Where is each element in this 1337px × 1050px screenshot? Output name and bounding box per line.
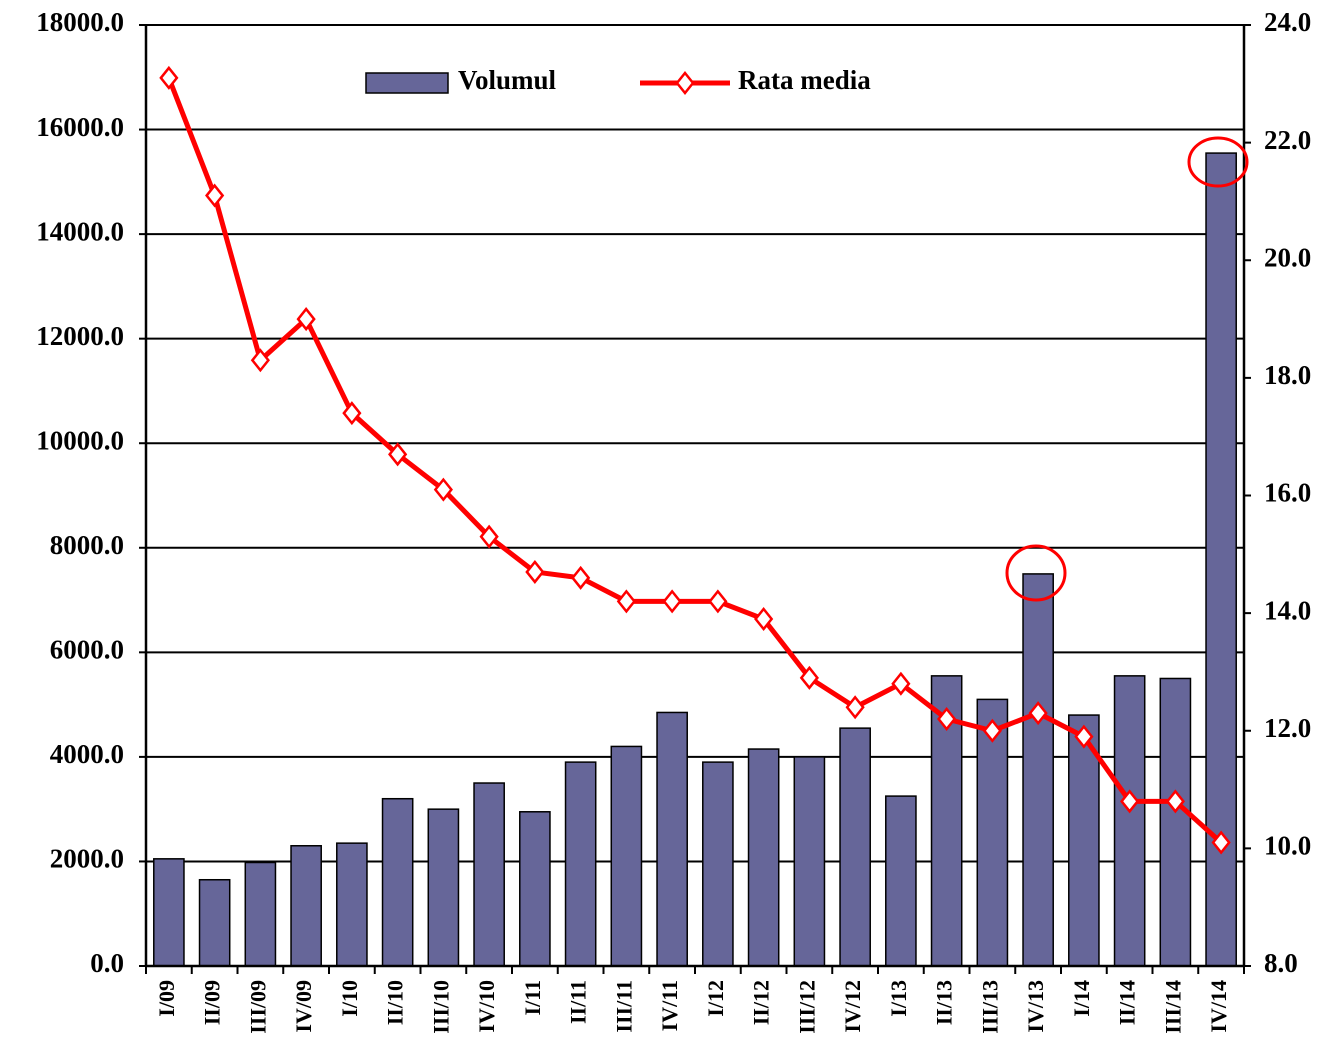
legend-swatch [365,72,449,94]
marker [662,589,682,614]
x-tick-label: III/09 [245,980,270,1034]
bar [610,745,643,967]
marker [296,307,316,332]
bar [885,795,917,967]
marker [205,183,225,208]
x-tick-label: II/09 [200,980,225,1025]
bar [1022,573,1054,967]
marker [845,695,865,720]
y-tick-label: 18000.0 [36,7,124,37]
bar [656,711,688,967]
x-tick-label: IV/11 [657,980,682,1031]
bar [519,811,551,967]
legend-marker [675,70,695,96]
marker [1211,830,1231,855]
marker [708,589,728,614]
x-tick-label: III/10 [428,980,453,1034]
marker [1165,789,1185,814]
x-tick-label: III/13 [977,980,1002,1034]
bar [747,748,780,967]
y-tick-label: 10000.0 [36,425,124,455]
marker [159,65,179,90]
x-tick-label: I/10 [337,980,362,1017]
y2-tick-label: 8.0 [1264,948,1298,978]
y-tick-label: 6000.0 [50,635,124,665]
bar [793,756,826,967]
marker [1028,701,1048,726]
x-tick-label: II/14 [1115,980,1140,1025]
line [166,77,1223,845]
marker [1074,724,1094,749]
bar [1159,677,1192,967]
marker [525,559,545,584]
highlight-circle [1005,544,1067,602]
legend-label: Volumul [458,65,557,95]
x-tick-label: IV/13 [1023,980,1048,1033]
y2-tick-label: 20.0 [1264,242,1311,272]
y2-tick-label: 10.0 [1264,831,1311,861]
bar [153,858,185,967]
y2-tick-label: 12.0 [1264,713,1311,743]
x-tick-label: I/13 [886,980,911,1017]
marker [571,565,591,590]
x-tick-label: IV/10 [474,980,499,1033]
marker [388,442,408,467]
y-tick-label: 0.0 [90,948,124,978]
y-tick-label: 12000.0 [36,321,124,351]
x-tick-label: I/12 [703,980,728,1017]
highlight-circle [1187,136,1249,188]
y-tick-label: 16000.0 [36,112,124,142]
bar [839,727,871,967]
x-tick-label: III/11 [611,980,636,1033]
marker [1120,789,1140,814]
x-tick-label: I/09 [154,980,179,1017]
marker [754,607,774,632]
x-tick-label: II/12 [749,980,774,1025]
y-tick-label: 4000.0 [50,739,124,769]
marker [799,665,819,690]
x-tick-label: III/14 [1160,980,1185,1034]
x-tick-label: III/12 [794,980,819,1034]
x-tick-label: II/13 [932,980,957,1025]
bar [290,845,322,967]
marker [433,477,453,502]
y2-tick-label: 22.0 [1264,125,1311,155]
marker [342,401,362,426]
marker [479,524,499,549]
x-tick-label: II/10 [383,980,408,1025]
y2-tick-label: 16.0 [1264,478,1311,508]
y2-tick-label: 14.0 [1264,595,1311,625]
marker [982,718,1002,743]
bar [473,782,505,967]
bar [564,761,597,967]
y-tick-label: 8000.0 [50,530,124,560]
bar [381,797,414,967]
x-tick-label: I/14 [1069,980,1094,1017]
bar [976,698,1009,967]
y-tick-label: 2000.0 [50,844,124,874]
x-tick-label: IV/09 [291,980,316,1033]
x-tick-label: IV/12 [840,980,865,1033]
y-tick-label: 14000.0 [36,216,124,246]
bar [1113,675,1146,967]
bar [702,761,734,967]
bar [1068,714,1100,967]
x-tick-label: II/11 [566,980,591,1024]
bar [198,878,231,967]
marker [891,671,911,696]
x-tick-label: I/11 [520,980,545,1015]
marker [250,348,270,373]
bar [427,808,460,967]
marker [616,589,636,614]
legend-label: Rata media [738,65,871,95]
x-tick-label: IV/14 [1206,980,1231,1033]
y2-tick-label: 24.0 [1264,7,1311,37]
bar [244,861,277,967]
y2-tick-label: 18.0 [1264,360,1311,390]
marker [937,706,957,731]
bar [336,842,368,967]
